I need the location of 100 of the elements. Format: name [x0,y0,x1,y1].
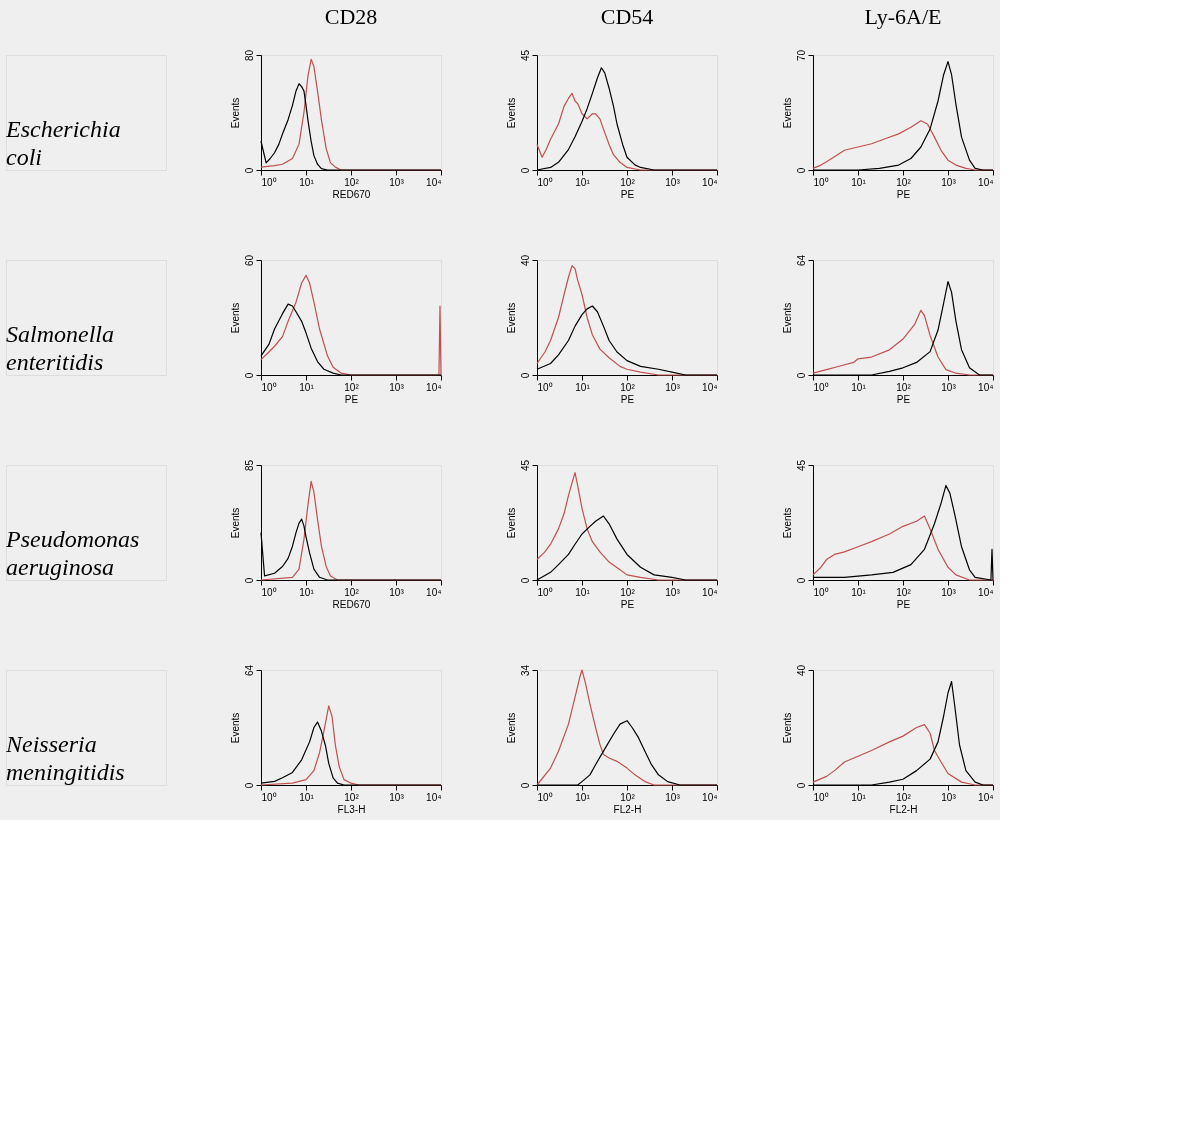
x-tick-label: 10² [896,176,912,188]
y-tick-label: 0 [519,782,531,789]
x-tick-label: 10² [896,381,912,393]
y-tick-label: 0 [795,167,807,174]
x-tick-label: 10⁴ [702,586,718,598]
x-axis-title: FL2-H [889,803,918,815]
x-tick-label: 10⁰ [261,381,277,393]
x-tick-label: 10² [620,586,636,598]
x-tick-label: 10³ [941,586,957,598]
x-tick-label: 10⁰ [813,176,829,188]
y-tick-label: 0 [519,167,531,174]
y-tick-label: 0 [243,577,255,584]
x-axis-title: PE [620,188,635,200]
text: Neisseria meningitidis [5,731,125,785]
x-axis-title: FL2-H [613,803,642,815]
x-tick-label: 10³ [941,791,957,803]
x-tick-label: 10¹ [851,791,867,803]
x-tick-label: 10³ [389,381,405,393]
x-tick-label: 10¹ [299,176,315,188]
chart-title: CD28 [324,4,378,30]
x-tick-label: 10⁰ [813,586,829,598]
text: Pseudomonas aeruginosa [5,526,140,580]
x-tick-label: 10¹ [851,586,867,598]
x-tick-label: 10¹ [851,381,867,393]
x-tick-label: 10³ [389,176,405,188]
x-tick-label: 10² [620,381,636,393]
x-tick-label: 10¹ [575,586,591,598]
y-tick-label: 0 [519,577,531,584]
x-tick-label: 10⁰ [813,791,829,803]
x-tick-label: 10³ [389,586,405,598]
x-tick-label: 10¹ [299,586,315,598]
x-tick-label: 10³ [665,176,681,188]
chart-title: CD54 [600,4,654,30]
y-axis-title: Events [505,302,517,334]
y-tick-label: 60 [243,254,255,267]
x-tick-label: 10⁴ [426,791,442,803]
y-tick-label: 0 [795,372,807,379]
x-tick-label: 10¹ [575,791,591,803]
x-tick-label: 10¹ [299,381,315,393]
y-tick-label: 85 [243,459,255,472]
y-tick-label: 40 [795,664,807,677]
y-axis-title: Events [229,97,241,129]
x-tick-label: 10³ [665,791,681,803]
x-tick-label: 10⁰ [537,176,553,188]
x-tick-label: 10⁴ [702,381,718,393]
y-tick-label: 0 [795,782,807,789]
x-tick-label: 10² [344,381,360,393]
x-tick-label: 10⁴ [978,381,994,393]
x-tick-label: 10⁴ [426,381,442,393]
x-tick-label: 10⁴ [978,791,994,803]
y-tick-label: 0 [243,167,255,174]
x-tick-label: 10³ [665,586,681,598]
x-axis-title: PE [344,393,359,405]
x-tick-label: 10⁴ [702,791,718,803]
x-tick-label: 10¹ [575,176,591,188]
y-axis-title: Events [781,97,793,129]
x-axis-title: RED670 [332,598,371,610]
x-tick-label: 10⁴ [426,176,442,188]
text: Escherichia coli [5,116,121,170]
x-axis-title: PE [896,393,911,405]
x-tick-label: 10² [620,791,636,803]
y-axis-title: Events [229,302,241,334]
x-tick-label: 10² [344,586,360,598]
x-tick-label: 10¹ [299,791,315,803]
x-axis-title: PE [896,188,911,200]
y-tick-label: 64 [243,664,255,677]
x-tick-label: 10⁴ [702,176,718,188]
x-tick-label: 10³ [389,791,405,803]
x-axis-title: FL3-H [337,803,366,815]
y-axis-title: Events [505,97,517,129]
y-axis-title: Events [229,712,241,744]
y-tick-label: 45 [519,459,531,472]
y-tick-label: 64 [795,254,807,267]
x-axis-title: PE [620,393,635,405]
y-axis-title: Events [505,507,517,539]
x-tick-label: 10⁰ [261,791,277,803]
x-tick-label: 10⁴ [978,176,994,188]
x-tick-label: 10¹ [851,176,867,188]
x-tick-label: 10¹ [575,381,591,393]
y-axis-title: Events [781,302,793,334]
y-tick-label: 80 [243,49,255,62]
y-tick-label: 0 [243,782,255,789]
y-tick-label: 45 [519,49,531,62]
y-tick-label: 0 [795,577,807,584]
x-tick-label: 10⁰ [537,791,553,803]
x-tick-label: 10⁴ [426,586,442,598]
x-tick-label: 10² [620,176,636,188]
x-tick-label: 10³ [941,176,957,188]
y-tick-label: 34 [519,664,531,677]
y-axis-title: Events [505,712,517,744]
y-tick-label: 40 [519,254,531,267]
x-tick-label: 10⁰ [537,586,553,598]
x-tick-label: 10⁰ [813,381,829,393]
y-axis-title: Events [781,507,793,539]
x-axis-title: RED670 [332,188,371,200]
x-tick-label: 10² [896,791,912,803]
x-tick-label: 10³ [941,381,957,393]
y-axis-title: Events [229,507,241,539]
x-axis-title: PE [896,598,911,610]
text: Salmonella enteritidis [6,321,114,375]
